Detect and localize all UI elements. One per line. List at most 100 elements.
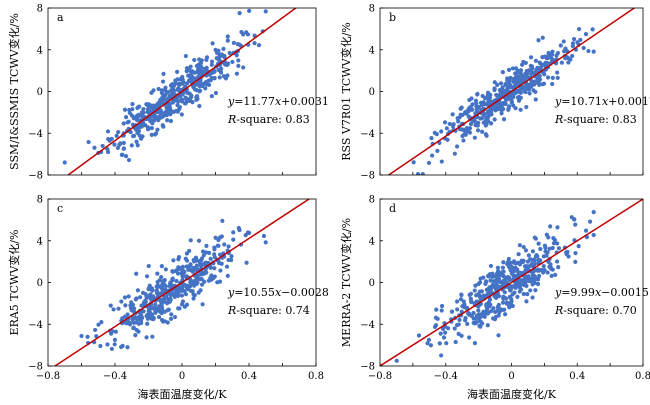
data-point: [497, 308, 502, 314]
data-point: [487, 304, 492, 309]
data-point: [447, 121, 452, 127]
data-point: [212, 75, 217, 81]
data-point: [197, 66, 202, 71]
data-point: [122, 314, 128, 319]
data-point: [484, 133, 489, 138]
data-point: [566, 60, 571, 65]
data-point: [550, 81, 555, 87]
data-point: [461, 127, 466, 132]
data-point: [137, 133, 142, 138]
data-point: [430, 153, 435, 158]
data-point: [591, 232, 596, 238]
data-point: [478, 276, 483, 281]
data-point: [528, 288, 533, 293]
y-tick-label: 8: [369, 195, 375, 206]
data-point: [435, 148, 440, 153]
data-point: [195, 280, 200, 285]
data-point: [179, 99, 185, 104]
data-point: [554, 53, 559, 58]
data-point: [492, 117, 497, 122]
data-point: [263, 240, 268, 245]
data-point: [222, 54, 227, 59]
data-point: [518, 79, 523, 84]
data-point: [122, 295, 128, 300]
data-point: [167, 101, 172, 107]
data-point: [545, 75, 551, 80]
data-point: [554, 259, 560, 264]
data-point: [176, 265, 181, 270]
data-point: [508, 287, 513, 292]
data-point: [170, 278, 175, 283]
data-point: [526, 82, 531, 87]
data-point: [439, 308, 444, 313]
data-point: [153, 302, 158, 307]
data-point: [536, 241, 541, 246]
data-point: [154, 308, 159, 313]
data-point: [173, 78, 178, 83]
data-point: [231, 40, 236, 46]
data-point: [172, 314, 178, 320]
data-point: [416, 333, 422, 338]
scatter-points: [79, 218, 268, 352]
data-point: [192, 57, 197, 63]
r-square: R-square: 0.83: [554, 113, 637, 126]
data-point: [478, 116, 483, 121]
data-point: [183, 53, 188, 59]
data-point: [209, 59, 215, 64]
y-tick-label: 0: [369, 278, 375, 289]
data-point: [121, 140, 126, 146]
data-point: [149, 132, 154, 137]
data-point: [522, 89, 527, 94]
data-point: [237, 11, 242, 16]
data-point: [122, 107, 128, 112]
data-point: [197, 84, 202, 89]
data-point: [93, 327, 98, 333]
data-point: [150, 334, 155, 339]
y-tick-label: −4: [360, 129, 375, 140]
data-point: [466, 109, 471, 114]
panel-letter: d: [389, 202, 396, 215]
data-point: [444, 341, 449, 346]
data-point: [482, 311, 487, 316]
data-point: [187, 248, 192, 254]
data-point: [573, 259, 578, 264]
data-point: [563, 46, 568, 51]
data-point: [437, 341, 442, 346]
data-point: [123, 320, 128, 325]
data-point: [131, 133, 137, 138]
data-point: [229, 254, 234, 259]
data-point: [575, 40, 580, 45]
data-point: [496, 313, 501, 318]
data-point: [160, 79, 166, 84]
data-point: [190, 69, 195, 74]
data-point: [525, 259, 531, 264]
data-point: [485, 116, 490, 121]
data-point: [186, 73, 191, 78]
x-tick-label: 0.8: [635, 371, 650, 382]
data-point: [124, 115, 129, 120]
data-point: [591, 49, 596, 54]
data-point: [199, 71, 204, 76]
data-point: [98, 343, 103, 349]
data-point: [161, 71, 166, 76]
data-point: [438, 331, 443, 336]
data-point: [564, 54, 569, 60]
data-point: [180, 274, 185, 279]
data-point: [506, 67, 512, 72]
data-point: [548, 224, 553, 229]
data-point: [62, 160, 67, 165]
data-point: [143, 291, 148, 297]
data-point: [147, 310, 153, 315]
data-point: [468, 121, 474, 127]
data-point: [222, 242, 227, 247]
data-point: [479, 289, 484, 294]
data-point: [487, 285, 492, 290]
x-tick-label: 0.4: [569, 371, 585, 382]
data-point: [176, 306, 181, 311]
data-point: [120, 152, 125, 157]
data-point: [441, 335, 447, 340]
data-point: [159, 264, 164, 269]
data-point: [501, 300, 506, 305]
data-point: [221, 46, 226, 51]
